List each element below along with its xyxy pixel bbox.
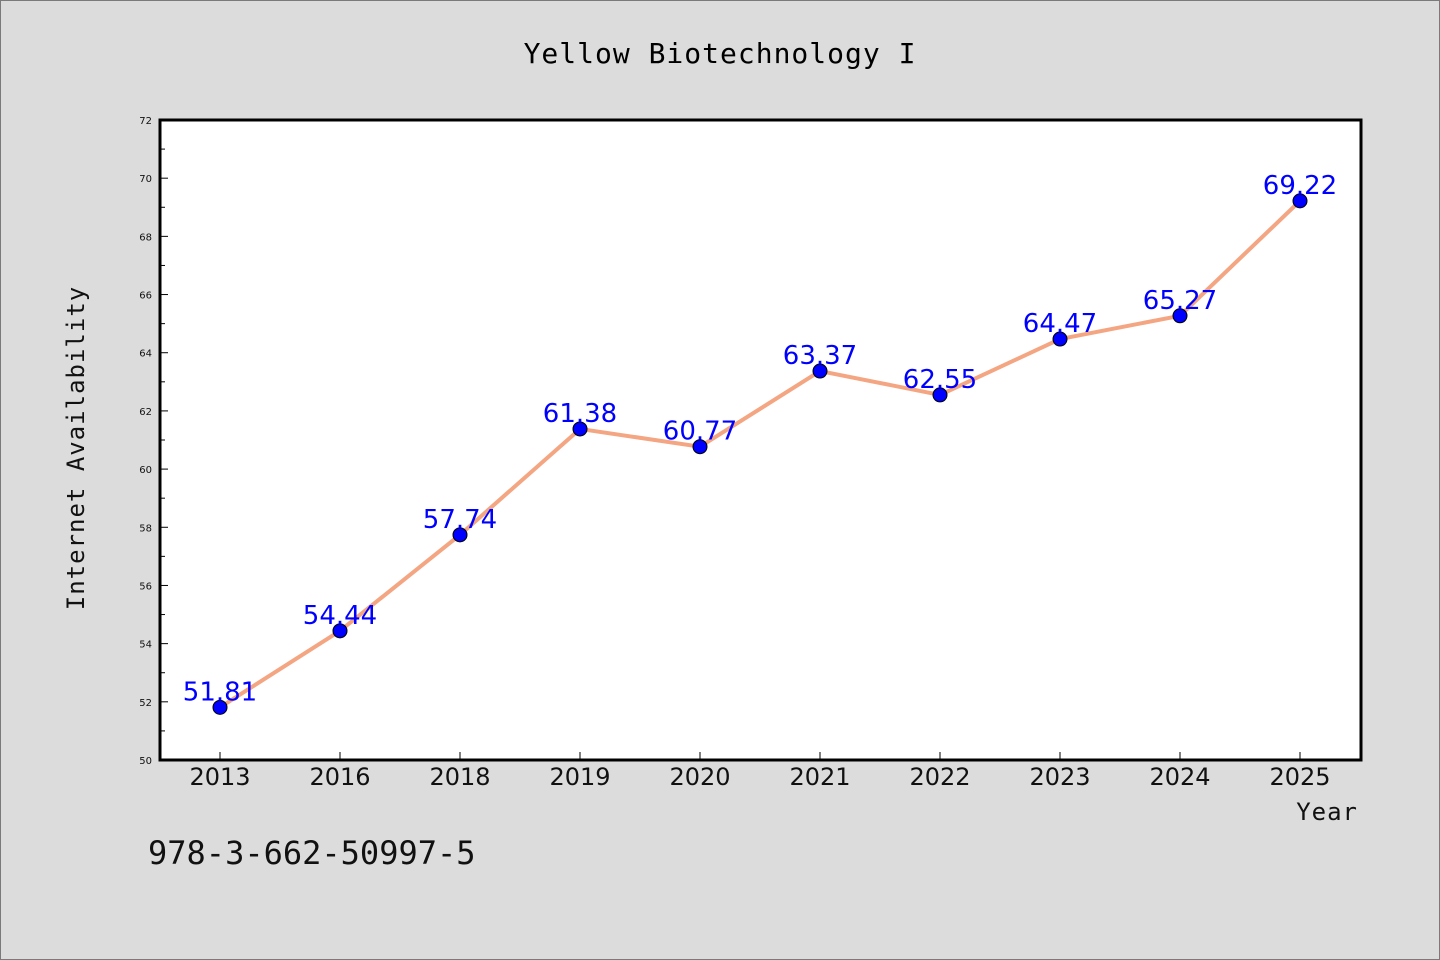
x-tick-label: 2023 (1029, 763, 1090, 791)
y-tick-label: 52 (139, 698, 152, 709)
x-tick-label: 2016 (309, 763, 370, 791)
data-label: 64.47 (1023, 309, 1097, 339)
x-axis-label: Year (1296, 798, 1358, 826)
data-point (332, 623, 348, 639)
data-point (1292, 193, 1308, 209)
data-label: 63.37 (783, 341, 857, 371)
data-point (692, 439, 708, 455)
plot-area (160, 120, 1361, 760)
chart-title: Yellow Biotechnology I (524, 37, 917, 70)
y-tick-label: 54 (139, 640, 152, 651)
y-tick-label: 64 (139, 349, 152, 360)
data-label: 54.44 (303, 601, 377, 631)
y-tick-label: 70 (139, 174, 152, 185)
y-tick-label: 68 (139, 232, 152, 243)
data-point (1052, 331, 1068, 347)
data-label: 69.22 (1263, 171, 1337, 201)
data-label: 62.55 (903, 365, 977, 395)
data-label: 65.27 (1143, 286, 1217, 316)
x-tick-label: 2025 (1269, 763, 1330, 791)
data-label: 51.81 (183, 677, 257, 707)
data-point (812, 363, 828, 379)
y-tick-label: 66 (139, 291, 152, 302)
data-label: 60.77 (663, 417, 737, 447)
data-point (1172, 308, 1188, 324)
isbn-text: 978-3-662-50997-5 (148, 834, 476, 872)
data-point (452, 527, 468, 543)
data-label: 61.38 (543, 399, 617, 429)
x-tick-label: 2013 (189, 763, 250, 791)
y-axis-label: Internet Availability (62, 286, 90, 610)
y-axis-ticks: 50 52 54 56 58 60 62 64 66 68 70 72 (139, 116, 168, 767)
x-tick-label: 2020 (669, 763, 730, 791)
data-label: 57.74 (423, 505, 497, 535)
y-tick-label: 62 (139, 407, 152, 418)
y-tick-label: 58 (139, 523, 152, 534)
y-tick-label: 72 (139, 116, 152, 127)
y-tick-label: 60 (139, 465, 152, 476)
x-tick-label: 2024 (1149, 763, 1210, 791)
series-layer: 51.81 54.44 57.74 61.38 60.77 63.37 62.55 64.47… (183, 171, 1337, 715)
x-axis-ticks: 2013 2016 2018 2019 2020 2021 2022 2023 2024 2025 (189, 752, 1331, 791)
x-tick-label: 2021 (789, 763, 850, 791)
x-tick-label: 2019 (549, 763, 610, 791)
series-line (218, 198, 1302, 710)
plot-border (158, 118, 1363, 762)
data-point (932, 387, 948, 403)
data-point (212, 699, 228, 715)
data-point (572, 421, 588, 437)
x-tick-label: 2022 (909, 763, 970, 791)
y-tick-label: 50 (139, 756, 152, 767)
y-tick-label: 56 (139, 581, 152, 592)
x-tick-label: 2018 (429, 763, 490, 791)
